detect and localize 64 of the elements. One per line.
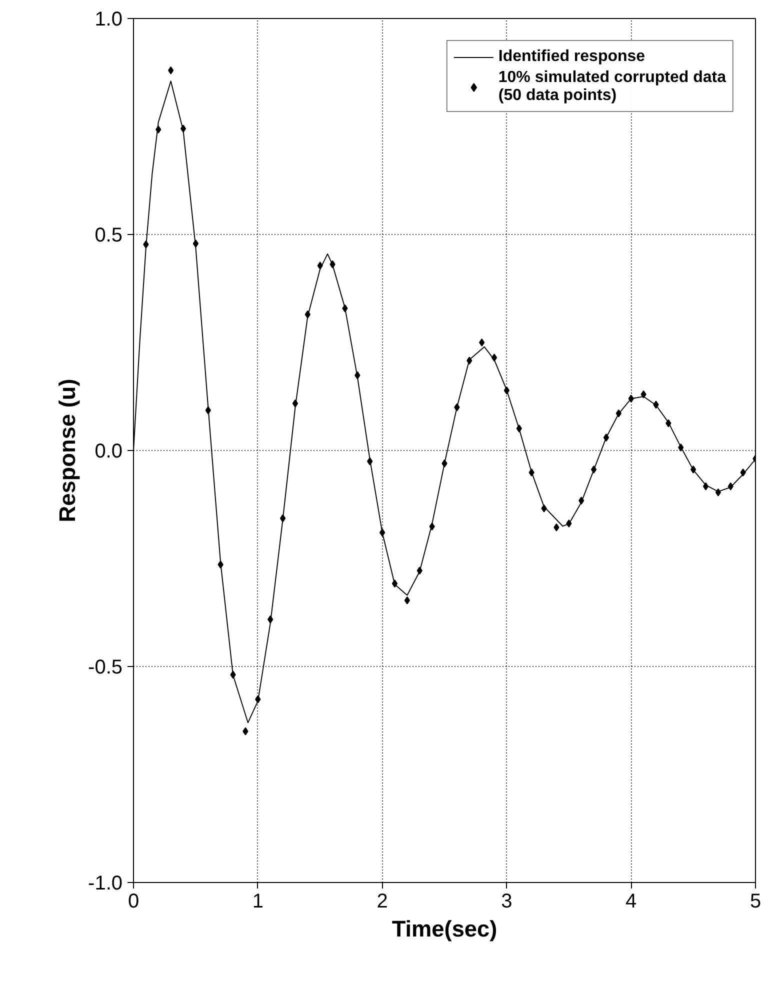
point <box>640 390 646 398</box>
y-tick-label: 1.0 <box>94 8 123 30</box>
point <box>367 457 373 466</box>
point <box>478 338 485 346</box>
point <box>354 371 360 380</box>
point <box>192 240 199 248</box>
y-tick-label: -1.0 <box>88 872 123 894</box>
point <box>416 566 422 575</box>
point <box>230 670 236 679</box>
point <box>454 403 460 412</box>
y-axis-title: Response (u) <box>54 378 80 522</box>
point <box>566 520 572 528</box>
point <box>392 580 398 588</box>
point <box>280 514 286 522</box>
point <box>268 615 274 624</box>
point <box>156 126 162 134</box>
point <box>143 240 149 248</box>
legend-label: 10% simulated corrupted data (50 data points) <box>498 69 726 105</box>
point <box>442 459 448 468</box>
point <box>628 394 634 403</box>
point <box>653 400 659 409</box>
y-tick-label: 0.0 <box>94 440 123 462</box>
point <box>205 406 211 414</box>
point <box>168 66 174 74</box>
x-tick-label: 3 <box>501 890 512 912</box>
point <box>292 399 298 408</box>
x-axis-title: Time(sec) <box>392 916 498 942</box>
point <box>516 424 522 432</box>
point <box>590 466 597 474</box>
point <box>504 386 510 394</box>
point <box>690 466 696 474</box>
point <box>429 522 435 531</box>
point <box>715 488 722 496</box>
point <box>218 560 224 569</box>
point <box>317 262 323 270</box>
point <box>404 596 410 604</box>
x-tick-label: 5 <box>750 890 762 912</box>
point <box>255 695 261 704</box>
point <box>603 434 610 442</box>
y-tick-label: 0.5 <box>94 224 123 246</box>
point <box>342 304 348 312</box>
x-tick-label: 0 <box>128 890 140 912</box>
point <box>728 482 734 490</box>
point <box>242 727 248 736</box>
point <box>702 482 709 490</box>
point <box>466 356 472 365</box>
point <box>528 468 534 477</box>
point <box>678 443 684 452</box>
point <box>666 419 672 428</box>
x-tick-label: 1 <box>252 890 264 912</box>
y-tick-label: -0.5 <box>88 656 123 678</box>
point <box>616 409 622 418</box>
point <box>578 496 584 505</box>
point <box>180 124 186 133</box>
point <box>740 468 746 477</box>
point <box>541 504 547 512</box>
point <box>304 310 310 318</box>
point <box>330 260 336 268</box>
x-tick-label: 2 <box>376 890 388 912</box>
legend-label: Identified response <box>498 48 646 66</box>
point <box>554 523 560 532</box>
point <box>491 354 498 362</box>
point <box>379 528 386 537</box>
x-tick-label: 4 <box>626 890 637 912</box>
